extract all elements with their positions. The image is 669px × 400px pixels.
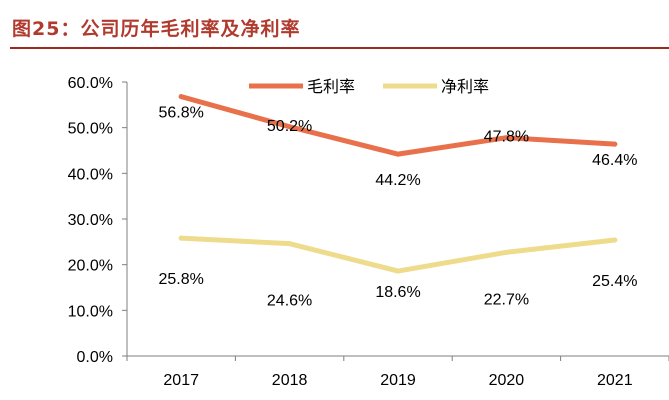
y-tick-label: 30.0% xyxy=(68,212,113,229)
chart-series xyxy=(178,94,618,274)
data-point xyxy=(612,237,618,243)
y-tick-label: 50.0% xyxy=(68,121,113,138)
data-label: 44.2% xyxy=(375,172,420,189)
chart-legend: 毛利率 净利率 xyxy=(249,77,489,96)
data-label: 25.8% xyxy=(159,271,204,288)
data-label: 18.6% xyxy=(375,284,420,301)
series-line-2 xyxy=(178,235,618,274)
data-label: 46.4% xyxy=(592,152,637,169)
data-label: 50.2% xyxy=(267,118,312,135)
data-point xyxy=(395,268,401,274)
data-labels: 56.8% 50.2% 44.2% 47.8% 46.4% 25.8% 24.6% 18.6%… xyxy=(159,105,638,310)
y-tick-label: 0.0% xyxy=(77,349,113,366)
y-tick-label: 60.0% xyxy=(68,75,113,92)
data-point xyxy=(178,235,184,241)
data-point xyxy=(178,94,184,100)
y-tick-label: 20.0% xyxy=(68,258,113,275)
x-tick-label: 2019 xyxy=(380,372,416,389)
data-point xyxy=(287,124,293,130)
data-point xyxy=(287,241,293,247)
data-label: 47.8% xyxy=(484,129,529,146)
y-tick-label: 10.0% xyxy=(68,303,113,320)
x-tick-label: 2018 xyxy=(272,372,308,389)
data-point xyxy=(503,135,509,141)
data-label: 22.7% xyxy=(484,291,529,308)
legend-label: 毛利率 xyxy=(307,77,355,96)
y-tick-label: 40.0% xyxy=(68,166,113,183)
data-label: 25.4% xyxy=(592,273,637,290)
chart-axes: 0.0% 10.0% 20.0% 30.0% 40.0% 50.0% 60.0% 2017 20… xyxy=(68,75,669,389)
data-label: 24.6% xyxy=(267,293,312,310)
x-tick-label: 2017 xyxy=(163,372,199,389)
data-point xyxy=(612,141,618,147)
x-tick-label: 2020 xyxy=(489,372,525,389)
series-line-1 xyxy=(178,94,618,157)
figure-title: 图25：公司历年毛利率及净利率 xyxy=(12,18,301,40)
data-label: 56.8% xyxy=(159,105,204,122)
title-divider xyxy=(10,47,669,49)
data-point xyxy=(503,249,509,255)
x-tick-label: 2021 xyxy=(597,372,633,389)
legend-label: 净利率 xyxy=(441,77,489,96)
data-point xyxy=(395,151,401,157)
